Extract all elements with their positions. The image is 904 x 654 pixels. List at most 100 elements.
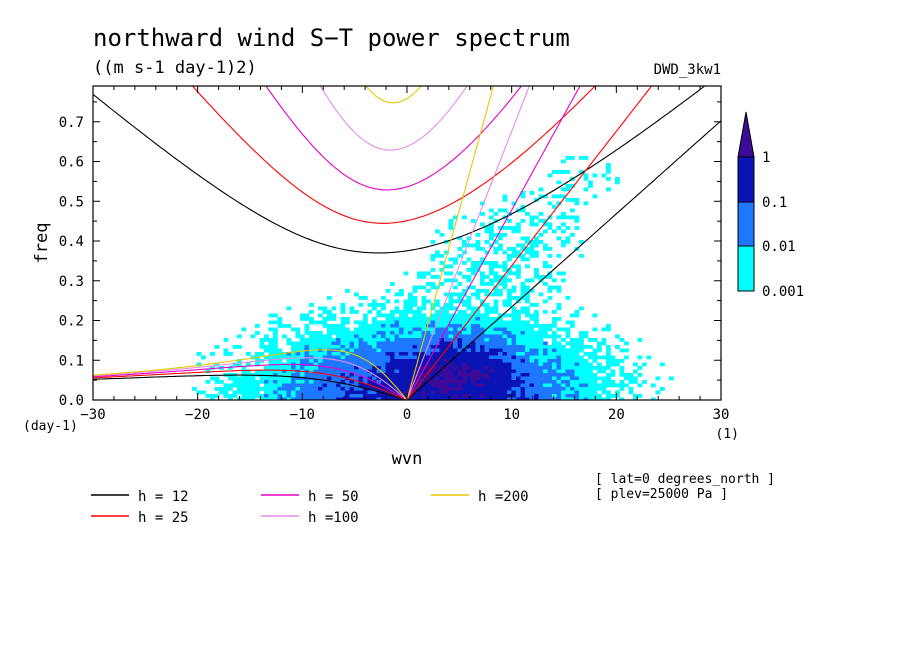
field-cell xyxy=(511,334,517,339)
field-cell xyxy=(444,250,449,255)
field-cell xyxy=(493,219,499,223)
field-cell xyxy=(259,345,265,349)
field-cell xyxy=(543,390,548,395)
field-cell xyxy=(408,317,413,321)
field-cell xyxy=(444,366,449,370)
field-cell xyxy=(210,397,215,400)
field-cell xyxy=(417,285,422,290)
field-cell xyxy=(448,369,454,374)
field-cell xyxy=(552,334,557,339)
field-cell xyxy=(381,394,386,398)
field-cell xyxy=(340,341,346,346)
field-cell xyxy=(525,296,530,300)
field-cell xyxy=(349,306,355,311)
field-cell xyxy=(403,387,409,391)
field-cell xyxy=(583,373,589,377)
field-cell xyxy=(507,327,512,332)
field-cell xyxy=(520,359,526,363)
field-cell xyxy=(498,313,503,318)
field-cell xyxy=(376,373,382,377)
field-cell xyxy=(448,348,454,353)
field-cell xyxy=(543,380,548,384)
field-cell xyxy=(493,240,499,244)
field-cell xyxy=(448,317,454,321)
field-cell xyxy=(318,383,323,388)
field-cell xyxy=(394,383,400,388)
field-cell xyxy=(439,376,445,381)
field-cell xyxy=(444,303,449,307)
field-cell xyxy=(525,292,530,297)
field-cell xyxy=(390,373,395,377)
field-cell xyxy=(502,397,508,400)
field-cell xyxy=(417,394,422,398)
field-cell xyxy=(322,334,328,339)
field-cell xyxy=(286,366,292,370)
field-cell xyxy=(394,359,400,363)
field-cell xyxy=(538,194,544,199)
field-cell xyxy=(520,219,526,223)
field-cell xyxy=(588,184,593,188)
field-cell xyxy=(556,303,562,307)
field-cell xyxy=(502,355,508,360)
field-cell xyxy=(556,226,562,230)
field-cell xyxy=(502,282,508,286)
field-cell xyxy=(376,397,382,400)
plev-note: [ plev=25000 Pa ] xyxy=(595,487,728,502)
field-cell xyxy=(408,348,413,353)
field-cell xyxy=(439,380,445,384)
field-cell xyxy=(318,362,323,367)
field-cell xyxy=(372,355,377,360)
field-cell xyxy=(340,348,346,353)
field-cell xyxy=(349,397,355,400)
field-cell xyxy=(439,345,445,349)
field-cell xyxy=(579,345,584,349)
field-cell xyxy=(493,383,499,388)
field-cell xyxy=(430,275,436,279)
field-cell xyxy=(354,376,359,381)
field-cell xyxy=(606,170,611,174)
field-cell xyxy=(466,390,472,395)
field-cell xyxy=(525,313,530,318)
field-cell xyxy=(511,327,517,332)
field-cell xyxy=(507,352,512,356)
field-cell xyxy=(313,397,319,400)
field-cell xyxy=(327,341,332,346)
field-cell xyxy=(426,331,431,335)
field-cell xyxy=(363,296,368,300)
field-cell xyxy=(660,387,665,391)
field-cell xyxy=(534,394,539,398)
field-cell xyxy=(516,320,521,325)
field-cell xyxy=(520,387,526,391)
field-cell xyxy=(516,352,521,356)
field-cell xyxy=(511,383,517,388)
field-cell xyxy=(619,366,625,370)
field-cell xyxy=(520,310,526,314)
field-cell xyxy=(255,390,260,395)
field-cell xyxy=(583,345,589,349)
field-cell xyxy=(489,383,494,388)
field-cell xyxy=(259,369,265,374)
field-cell xyxy=(448,257,454,262)
x-tick-label: 0 xyxy=(403,407,411,423)
field-cell xyxy=(561,271,566,276)
field-cell xyxy=(502,324,508,328)
field-cell xyxy=(349,355,355,360)
field-cell xyxy=(547,201,553,206)
field-cell xyxy=(376,324,382,328)
field-cell xyxy=(322,348,328,353)
field-cell xyxy=(525,345,530,349)
field-cell xyxy=(286,338,292,342)
field-cell xyxy=(484,313,490,318)
field-cell xyxy=(462,320,467,325)
field-cell xyxy=(480,313,485,318)
field-cell xyxy=(264,345,269,349)
field-cell xyxy=(637,366,643,370)
field-cell xyxy=(417,359,422,363)
field-cell xyxy=(331,359,337,363)
field-cell xyxy=(466,397,472,400)
field-cell xyxy=(394,320,400,325)
field-cell xyxy=(435,331,440,335)
field-cell xyxy=(286,394,292,398)
field-cell xyxy=(331,355,337,360)
field-cell xyxy=(403,366,409,370)
